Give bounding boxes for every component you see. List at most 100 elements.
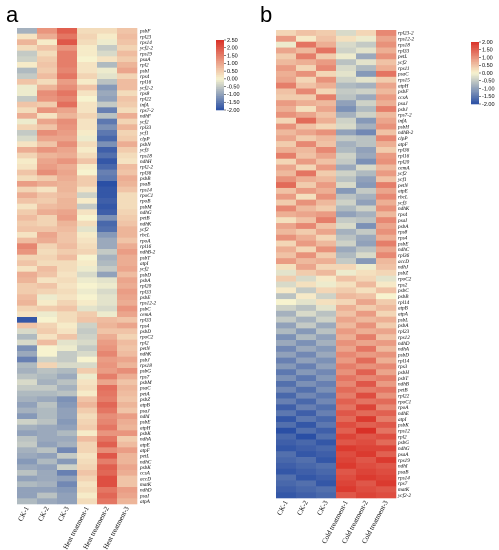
heatmap-cell — [97, 33, 118, 40]
heatmap-cell — [57, 90, 78, 97]
heatmap-cell — [77, 135, 98, 142]
heatmap-cell — [37, 198, 58, 204]
heatmap-cell — [376, 486, 397, 493]
heatmap-cell — [117, 294, 138, 301]
heatmap-cell — [97, 492, 118, 499]
heatmap-cell — [57, 181, 78, 187]
heatmap-cell — [356, 35, 377, 42]
heatmap-cell — [356, 334, 377, 341]
heatmap-cell — [77, 96, 98, 102]
heatmap-cell — [296, 340, 317, 347]
gene-label: ycf3 — [397, 199, 407, 206]
heatmap-cell — [316, 351, 337, 358]
heatmap-cell — [77, 152, 98, 159]
heatmap-cell — [77, 328, 98, 335]
heatmap-cell — [336, 41, 357, 48]
heatmap-cell — [356, 41, 377, 48]
heatmap-cell — [276, 211, 297, 218]
heatmap-cell — [336, 152, 357, 159]
heatmap-cell — [37, 56, 58, 63]
colorbar-segment — [471, 93, 479, 95]
gene-label: psaB — [139, 182, 151, 188]
heatmap-cell — [57, 368, 78, 374]
heatmap-cells — [17, 28, 138, 505]
heatmap-cell — [276, 486, 297, 493]
gene-label: psbG — [139, 369, 151, 375]
heatmap-cell — [17, 322, 38, 329]
gene-label: rps14 — [140, 39, 152, 46]
heatmap-cell — [37, 226, 58, 233]
heatmap-cell — [336, 106, 357, 113]
heatmap-cell — [316, 258, 337, 265]
heatmap-cell — [97, 373, 118, 380]
heatmap-cell — [276, 252, 297, 259]
heatmap-cell — [316, 264, 337, 271]
heatmap-cell — [276, 299, 297, 306]
gene-label: ndhB-2 — [398, 130, 414, 136]
heatmap-cell — [117, 84, 138, 91]
heatmap-cell — [296, 129, 317, 136]
gene-label: rpl20 — [398, 159, 410, 165]
gene-labels: rpl23-2rps12-2rps18rpl33petLycf2rps11psa… — [397, 31, 415, 499]
heatmap-cell — [276, 410, 297, 417]
gene-label: ccsA — [398, 95, 409, 101]
gene-label: psbE — [139, 420, 151, 426]
heatmap-cell — [376, 135, 397, 142]
heatmap-cell — [316, 375, 337, 382]
heatmap-cell — [316, 269, 337, 276]
heatmap-cell — [17, 237, 38, 244]
heatmap-cell — [376, 357, 397, 364]
heatmap-cell — [117, 260, 138, 267]
heatmap-cell — [57, 62, 78, 68]
heatmap-cell — [356, 164, 377, 171]
heatmap-cell — [77, 277, 98, 284]
heatmap-cell — [77, 73, 98, 80]
heatmap-cell — [97, 79, 118, 85]
heatmap-cell — [336, 123, 357, 130]
gene-label: ycf2 — [397, 170, 407, 177]
heatmap-cell — [97, 45, 118, 51]
heatmap-cell — [17, 84, 38, 91]
heatmap-cell — [77, 141, 98, 148]
heatmap-cell — [57, 481, 78, 488]
heatmap-cell — [296, 158, 317, 165]
colorbar-segment — [216, 83, 224, 86]
heatmap-cell — [296, 381, 317, 388]
heatmap-cell — [17, 288, 38, 295]
heatmap-cell — [376, 252, 397, 259]
heatmap-cell — [316, 76, 337, 83]
heatmap-cell — [77, 226, 98, 233]
heatmap-cell — [77, 413, 98, 420]
colorbar-segment — [216, 68, 224, 71]
heatmap-cell — [376, 340, 397, 347]
colorbar: 2.00 1.501.00 0.50 0.00 -0.50-1.00 -1.50 -2.00 — [471, 40, 495, 108]
gene-label: psbK — [139, 465, 151, 471]
heatmap-cell — [37, 220, 58, 227]
heatmap-cell — [336, 199, 357, 206]
heatmap-cell — [37, 390, 58, 397]
heatmap-cell — [276, 281, 297, 288]
heatmap-cell — [77, 464, 98, 471]
heatmap-cell — [336, 345, 357, 353]
heatmap-cell — [97, 419, 118, 425]
heatmap-cell — [37, 305, 58, 312]
heatmap-cell — [356, 228, 377, 236]
heatmap-cell — [336, 480, 357, 487]
heatmap-cell — [296, 30, 317, 37]
heatmap-cell — [336, 47, 357, 54]
colorbar-segment — [471, 83, 479, 86]
heatmap-cell — [296, 468, 317, 475]
heatmap-cell — [57, 345, 78, 352]
heatmap-cell — [77, 475, 98, 482]
heatmap-cell — [296, 252, 317, 259]
heatmap-cell — [17, 169, 38, 176]
gene-label: psbE — [139, 295, 151, 301]
gene-label: rps8 — [398, 230, 408, 236]
heatmap-cell — [336, 474, 357, 481]
heatmap-cell — [276, 457, 297, 464]
colorbar-tick-label: 1.50 — [227, 53, 238, 59]
heatmap-cell — [77, 254, 98, 261]
heatmap-cell — [316, 492, 337, 499]
colorbar-segment — [216, 64, 224, 67]
heatmap-cell — [376, 398, 397, 405]
